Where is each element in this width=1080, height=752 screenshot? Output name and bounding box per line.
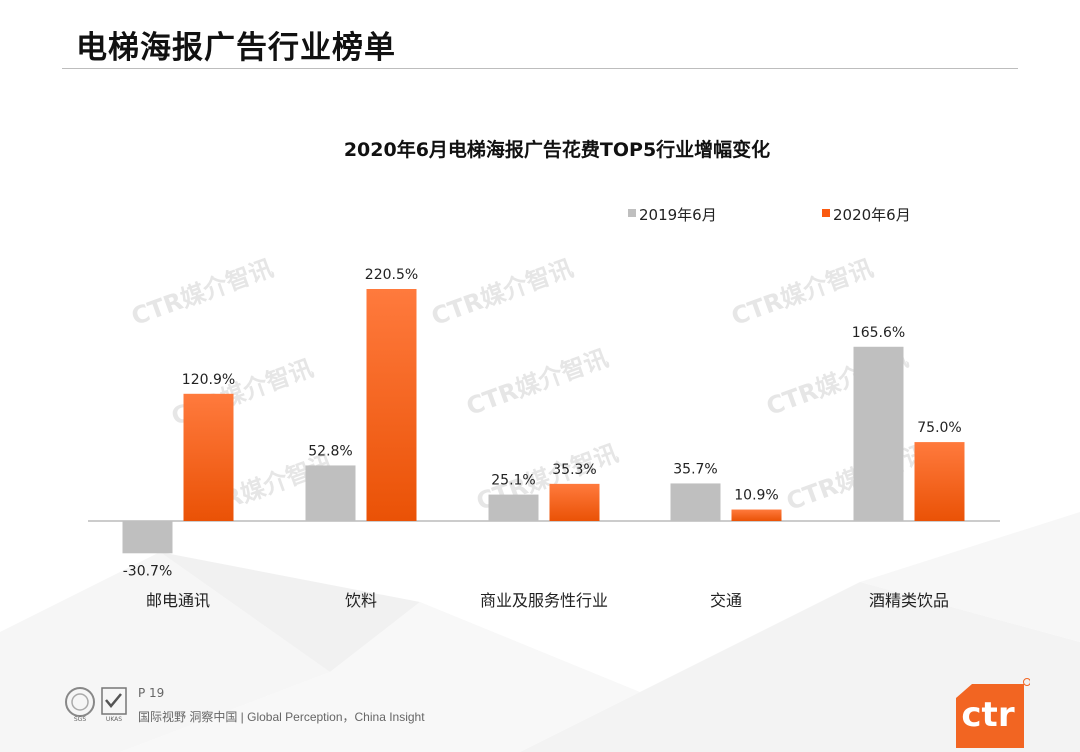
category-label-4: 交通: [710, 591, 742, 610]
data-label-2020-5: 75.0%: [917, 420, 961, 436]
bar-2019-1: [122, 521, 173, 554]
title-divider: [62, 68, 1018, 69]
bar-2020-1: [183, 393, 234, 521]
bar-2020-3: [549, 483, 600, 521]
background-pattern: [0, 512, 1080, 752]
watermark-text: CTR媒介智讯: [428, 254, 577, 331]
data-label-2020-4: 10.9%: [734, 488, 778, 504]
data-label-2019-1: -30.7%: [123, 563, 173, 579]
sgs-badge-text: SGS: [74, 716, 86, 723]
data-label-2019-5: 165.6%: [852, 325, 905, 341]
legend-label-2: 2020年6月: [833, 206, 911, 224]
data-label-2019-4: 35.7%: [673, 461, 717, 477]
footer-tagline: 国际视野 洞察中国 | Global Perception，China Insi…: [138, 710, 425, 724]
bar-2020-5: [914, 442, 965, 521]
data-label-2020-1: 120.9%: [182, 372, 235, 388]
ukas-badge-icon: UKAS: [101, 687, 127, 723]
registered-mark-icon: [1023, 678, 1030, 686]
bar-2020-2: [366, 289, 417, 521]
watermark-text: CTR媒介智讯: [128, 254, 277, 331]
category-label-2: 饮料: [345, 591, 377, 610]
watermark-text: CTR媒介智讯: [463, 344, 612, 421]
legend-label-1: 2019年6月: [639, 206, 717, 224]
sgs-badge-icon: SGS: [65, 687, 95, 723]
ctr-logo-text: ctr: [961, 695, 1014, 735]
ctr-logo-shape: [956, 684, 1024, 748]
category-label-1: 邮电通讯: [146, 591, 210, 610]
legend-swatch-2: [822, 209, 830, 217]
watermark-text: CTR媒介智讯: [728, 254, 877, 331]
bar-2019-4: [670, 483, 721, 521]
chart-title: 2020年6月电梯海报广告花费TOP5行业增幅变化: [344, 138, 770, 161]
data-label-2020-2: 220.5%: [365, 267, 418, 283]
category-label-5: 酒精类饮品: [869, 591, 949, 610]
ctr-logo: ctr: [956, 678, 1030, 748]
legend-swatch-1: [628, 209, 636, 217]
data-label-2019-2: 52.8%: [308, 443, 352, 459]
page-number: P 19: [138, 686, 165, 700]
category-label-3: 商业及服务性行业: [480, 591, 608, 610]
bar-2019-2: [305, 465, 356, 521]
bar-2019-3: [488, 494, 539, 521]
data-label-2019-3: 25.1%: [491, 473, 535, 489]
page-title: 电梯海报广告行业榜单: [76, 30, 396, 66]
bar-2019-5: [853, 346, 904, 521]
bar-2020-4: [731, 509, 782, 521]
data-label-2020-3: 35.3%: [552, 462, 596, 478]
certification-badges: SGS UKAS: [65, 687, 127, 723]
ukas-badge-text: UKAS: [106, 716, 122, 723]
